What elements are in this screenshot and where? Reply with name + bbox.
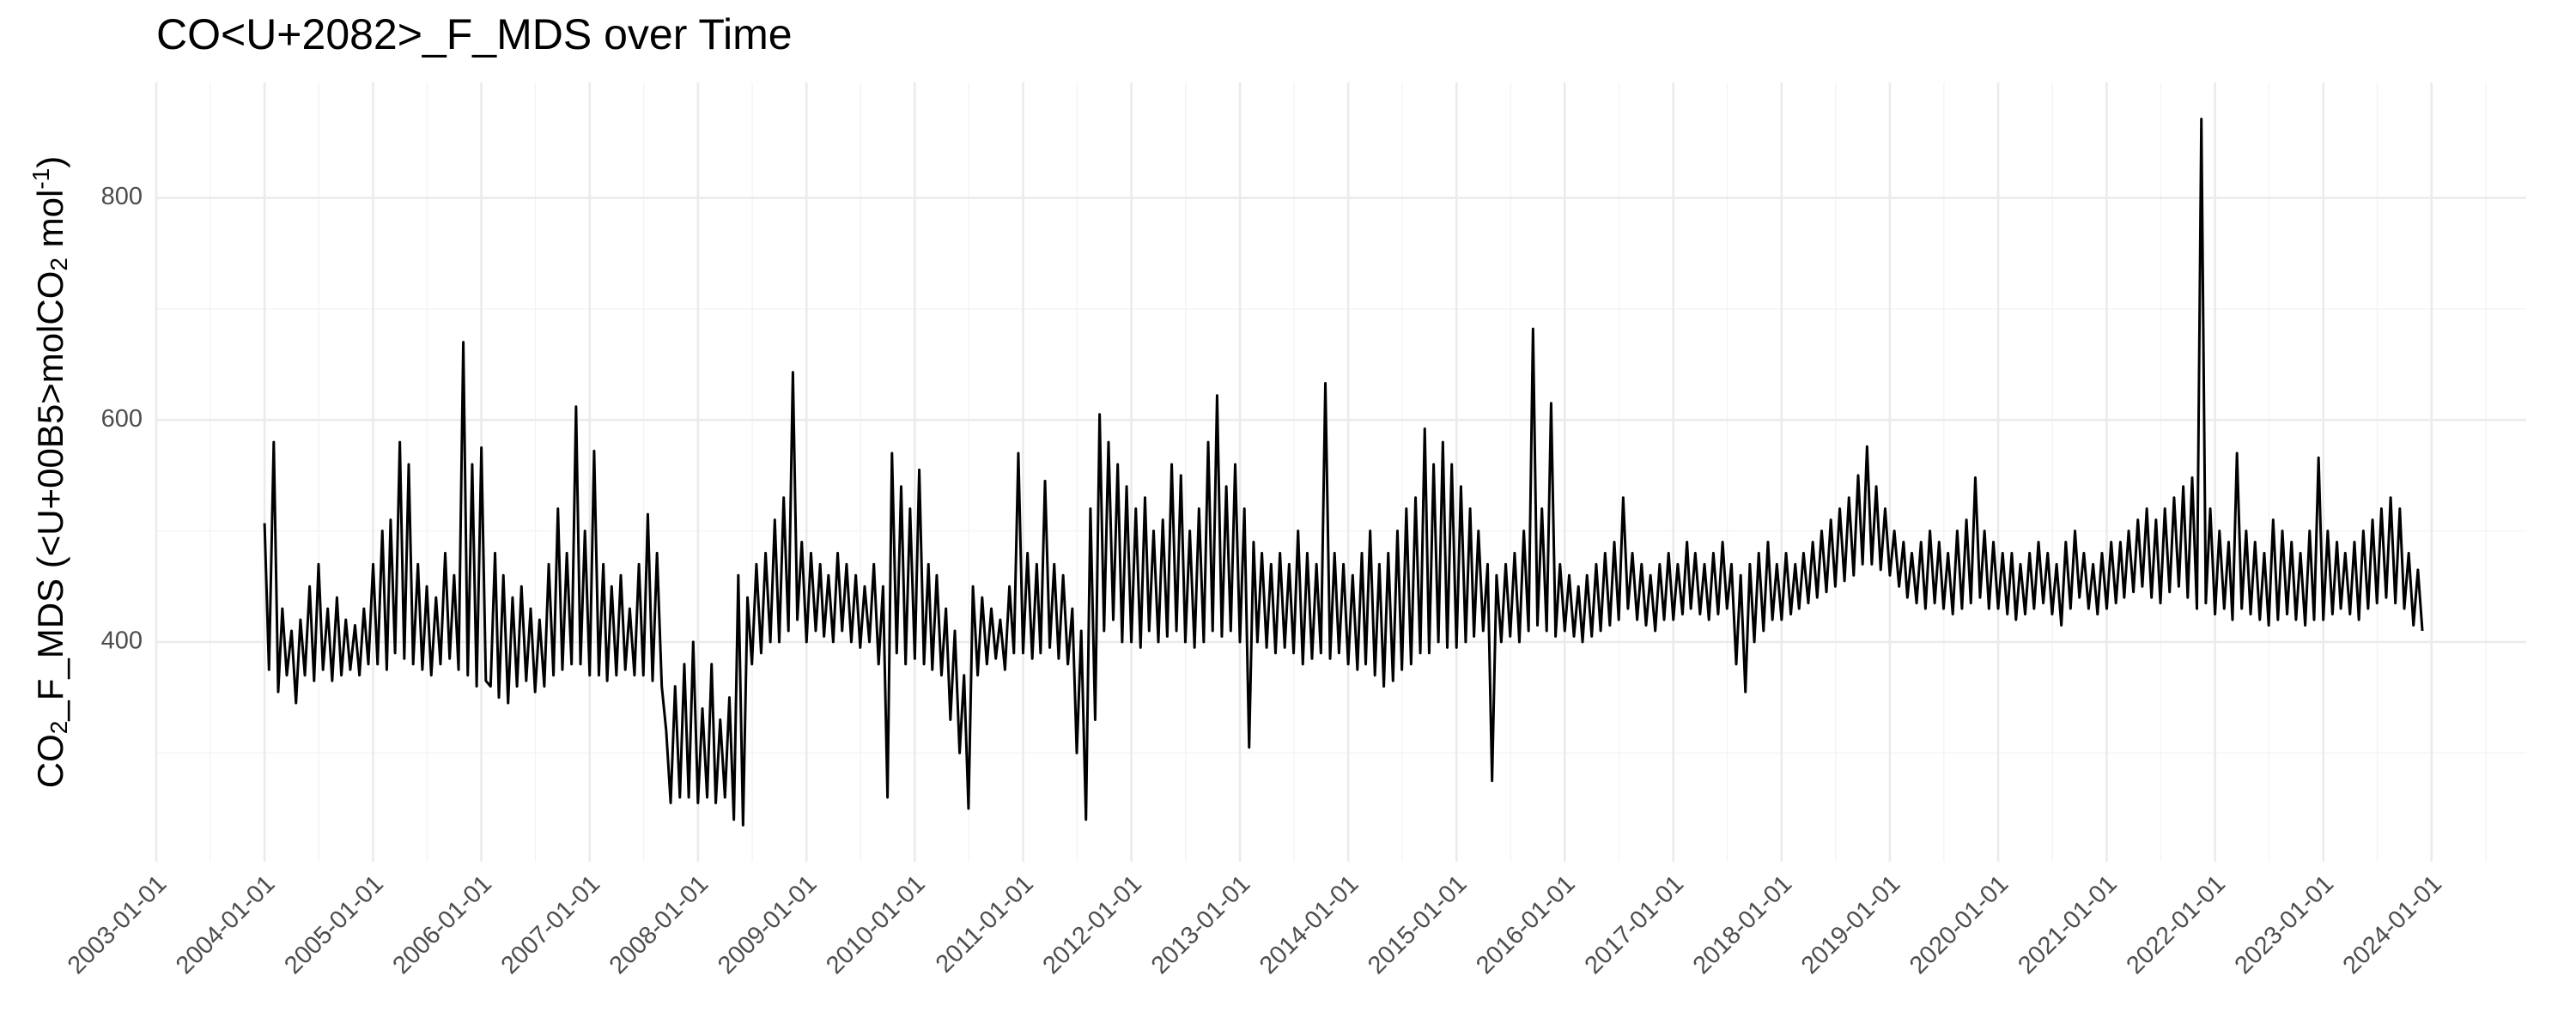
x-tick-label: 2011-01-01	[931, 870, 1039, 978]
y-axis-title-script: 2	[46, 721, 72, 735]
x-tick-label: 2019-01-01	[1796, 870, 1906, 980]
x-tick-label: 2007-01-01	[496, 870, 606, 980]
y-axis-title-part: _F_MDS (<U+00B5>molCO	[30, 271, 70, 722]
x-tick-label: 2006-01-01	[387, 870, 497, 980]
chart-title: CO<U+2082>_F_MDS over Time	[156, 10, 793, 58]
x-tick-label: 2018-01-01	[1688, 870, 1798, 980]
x-tick-label: 2013-01-01	[1146, 870, 1256, 980]
x-tick-label: 2016-01-01	[1471, 870, 1581, 980]
x-tick-label: 2022-01-01	[2121, 870, 2231, 980]
x-tick-label: 2021-01-01	[2013, 870, 2123, 980]
x-tick-label: 2014-01-01	[1255, 870, 1364, 980]
x-tick-label: 2010-01-01	[821, 870, 931, 980]
y-axis-title: CO2_F_MDS (<U+00B5>molCO2 mol-1)	[27, 156, 72, 788]
y-tick-label: 600	[101, 405, 143, 433]
x-tick-label: 2003-01-01	[63, 870, 173, 980]
y-tick-label: 800	[101, 183, 143, 210]
x-tick-label: 2008-01-01	[605, 870, 714, 980]
x-tick-label: 2009-01-01	[713, 870, 823, 980]
x-tick-label: 2020-01-01	[1905, 870, 2014, 980]
x-tick-label: 2004-01-01	[171, 870, 281, 980]
y-axis-title-part: CO	[30, 734, 70, 788]
y-axis-title-script: -1	[27, 168, 54, 190]
y-axis-title-part: mol	[30, 190, 70, 258]
x-tick-label: 2005-01-01	[279, 870, 389, 980]
y-axis-title-part: )	[30, 156, 70, 168]
x-tick-label: 2015-01-01	[1363, 870, 1473, 980]
x-tick-label: 2012-01-01	[1037, 870, 1147, 980]
y-axis-title-script: 2	[46, 258, 72, 271]
x-tick-label: 2023-01-01	[2230, 870, 2340, 980]
x-tick-label: 2024-01-01	[2338, 870, 2448, 980]
x-tick-label: 2017-01-01	[1580, 870, 1690, 980]
data-line	[263, 118, 2424, 827]
y-tick-label: 400	[101, 627, 143, 655]
